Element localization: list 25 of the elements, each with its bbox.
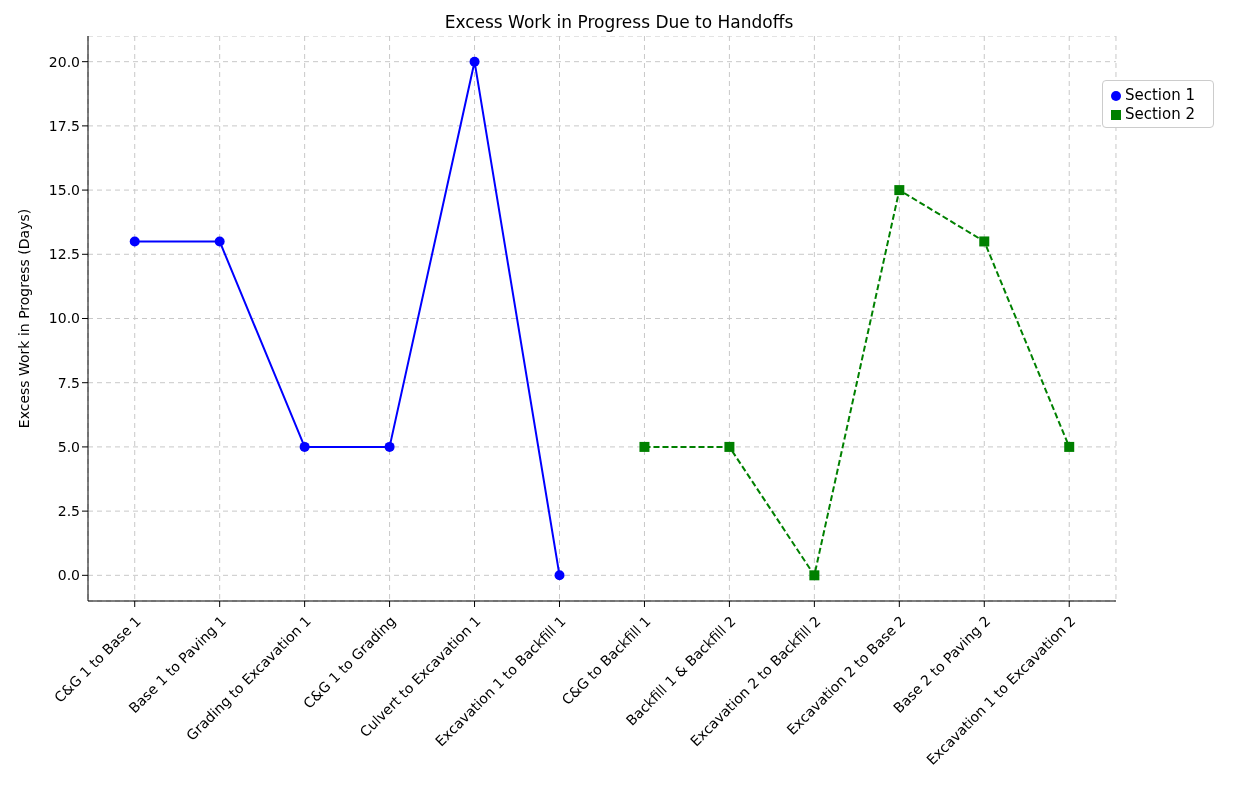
point [129, 236, 140, 247]
legend-label: Section 2 [1124, 105, 1195, 123]
point [979, 236, 990, 247]
point [554, 570, 565, 581]
y-tick-label: 0.0 [57, 567, 80, 584]
point [894, 185, 905, 196]
legend-label: Section 1 [1124, 86, 1195, 104]
y-tick-label: 7.5 [57, 374, 80, 391]
y-tick-label: 17.5 [48, 117, 80, 134]
y-axis-title: Excess Work in Progress (Days) [15, 208, 32, 429]
point [1064, 441, 1075, 452]
point [384, 441, 395, 452]
point [299, 441, 310, 452]
y-tick-label: 20.0 [48, 53, 80, 70]
point [724, 441, 735, 452]
y-tick-label: 15.0 [48, 182, 80, 199]
point [214, 236, 225, 247]
y-tick-label: 2.5 [57, 503, 80, 520]
y-tick-label: 10.0 [48, 310, 80, 327]
y-tick-label: 12.5 [48, 246, 80, 263]
point [639, 441, 650, 452]
y-tick-label: 5.0 [57, 438, 80, 455]
point [809, 570, 820, 581]
point [469, 56, 480, 67]
chart-title: Excess Work in Progress Due to Handoffs [443, 11, 795, 34]
